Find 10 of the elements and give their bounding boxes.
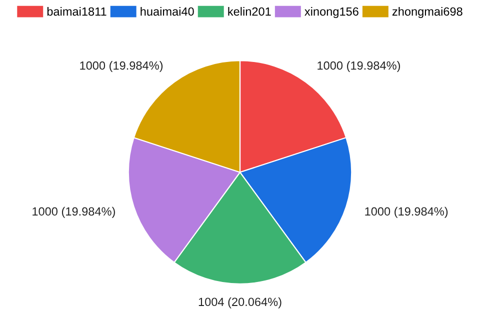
legend-label: baimai1811 (47, 7, 106, 16)
data-label: 1004 (20.064%) (198, 297, 282, 308)
legend-label: zhongmai698 (392, 7, 462, 18)
data-label: 1000 (19.984%) (365, 206, 448, 218)
legend-label: kelin201 (228, 7, 271, 16)
legend-label: huaimai40 (140, 7, 194, 16)
data-label: 1000 (19.984%) (80, 61, 163, 72)
data-label: 1000 (19.984%) (318, 61, 400, 72)
legend-label: xinong156 (304, 7, 358, 18)
data-label: 1000 (19.984%) (32, 206, 115, 218)
